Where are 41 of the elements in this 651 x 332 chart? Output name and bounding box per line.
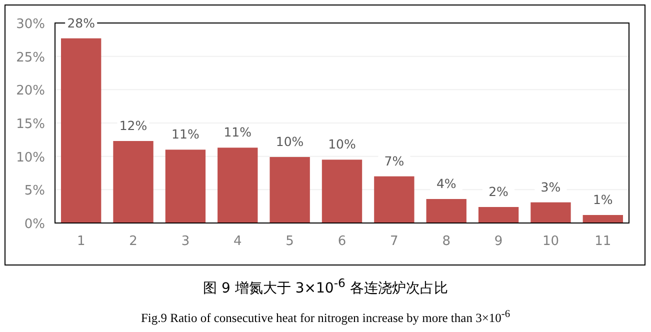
x-tick-label: 5 <box>286 234 294 249</box>
x-tick-label: 1 <box>76 234 86 249</box>
y-tick-label: 0% <box>24 217 45 232</box>
bar <box>582 215 623 223</box>
bar <box>165 150 206 223</box>
data-label: 2% <box>488 184 509 199</box>
y-tick-label: 15% <box>16 117 45 132</box>
data-label: 11% <box>224 124 252 140</box>
x-tick-label: 3 <box>181 234 190 249</box>
data-label: 1% <box>592 192 613 207</box>
bar <box>478 207 519 223</box>
x-tick-label: 4 <box>233 234 242 249</box>
data-label: 4% <box>436 176 456 191</box>
data-label: 11% <box>172 126 200 142</box>
y-tick-label: 10% <box>16 150 45 166</box>
x-tick-label: 7 <box>390 234 398 249</box>
bar <box>61 38 102 223</box>
y-tick-label: 5% <box>24 184 45 199</box>
x-tick-label: 10 <box>542 234 559 249</box>
x-tick-label: 6 <box>338 234 346 249</box>
bar <box>374 176 414 223</box>
x-tick-label: 9 <box>494 234 503 249</box>
bar <box>426 199 466 223</box>
data-label: 12% <box>119 118 148 133</box>
bar <box>530 202 571 223</box>
x-tick-label: 2 <box>129 234 138 249</box>
data-label: 7% <box>384 153 404 168</box>
bar <box>113 141 154 223</box>
bar <box>270 157 310 223</box>
text: 图 9 增氮大于 3×10$^{-6}$ 各连浇炉次占比 <box>202 276 449 298</box>
text: Fig.9 Ratio of consecutive heat for nitrogen increase by more than 3×10$^{-6}$ <box>140 309 512 326</box>
data-label: 3% <box>540 179 561 194</box>
data-label: 10% <box>328 136 356 152</box>
bar <box>322 160 362 223</box>
x-tick-label: 8 <box>442 234 451 249</box>
y-tick-label: 30% <box>16 17 45 32</box>
data-label: 10% <box>276 134 304 149</box>
bar <box>218 148 258 223</box>
y-tick-label: 25% <box>16 50 45 66</box>
x-tick-label: 11 <box>594 234 612 249</box>
y-tick-label: 20% <box>16 84 45 99</box>
